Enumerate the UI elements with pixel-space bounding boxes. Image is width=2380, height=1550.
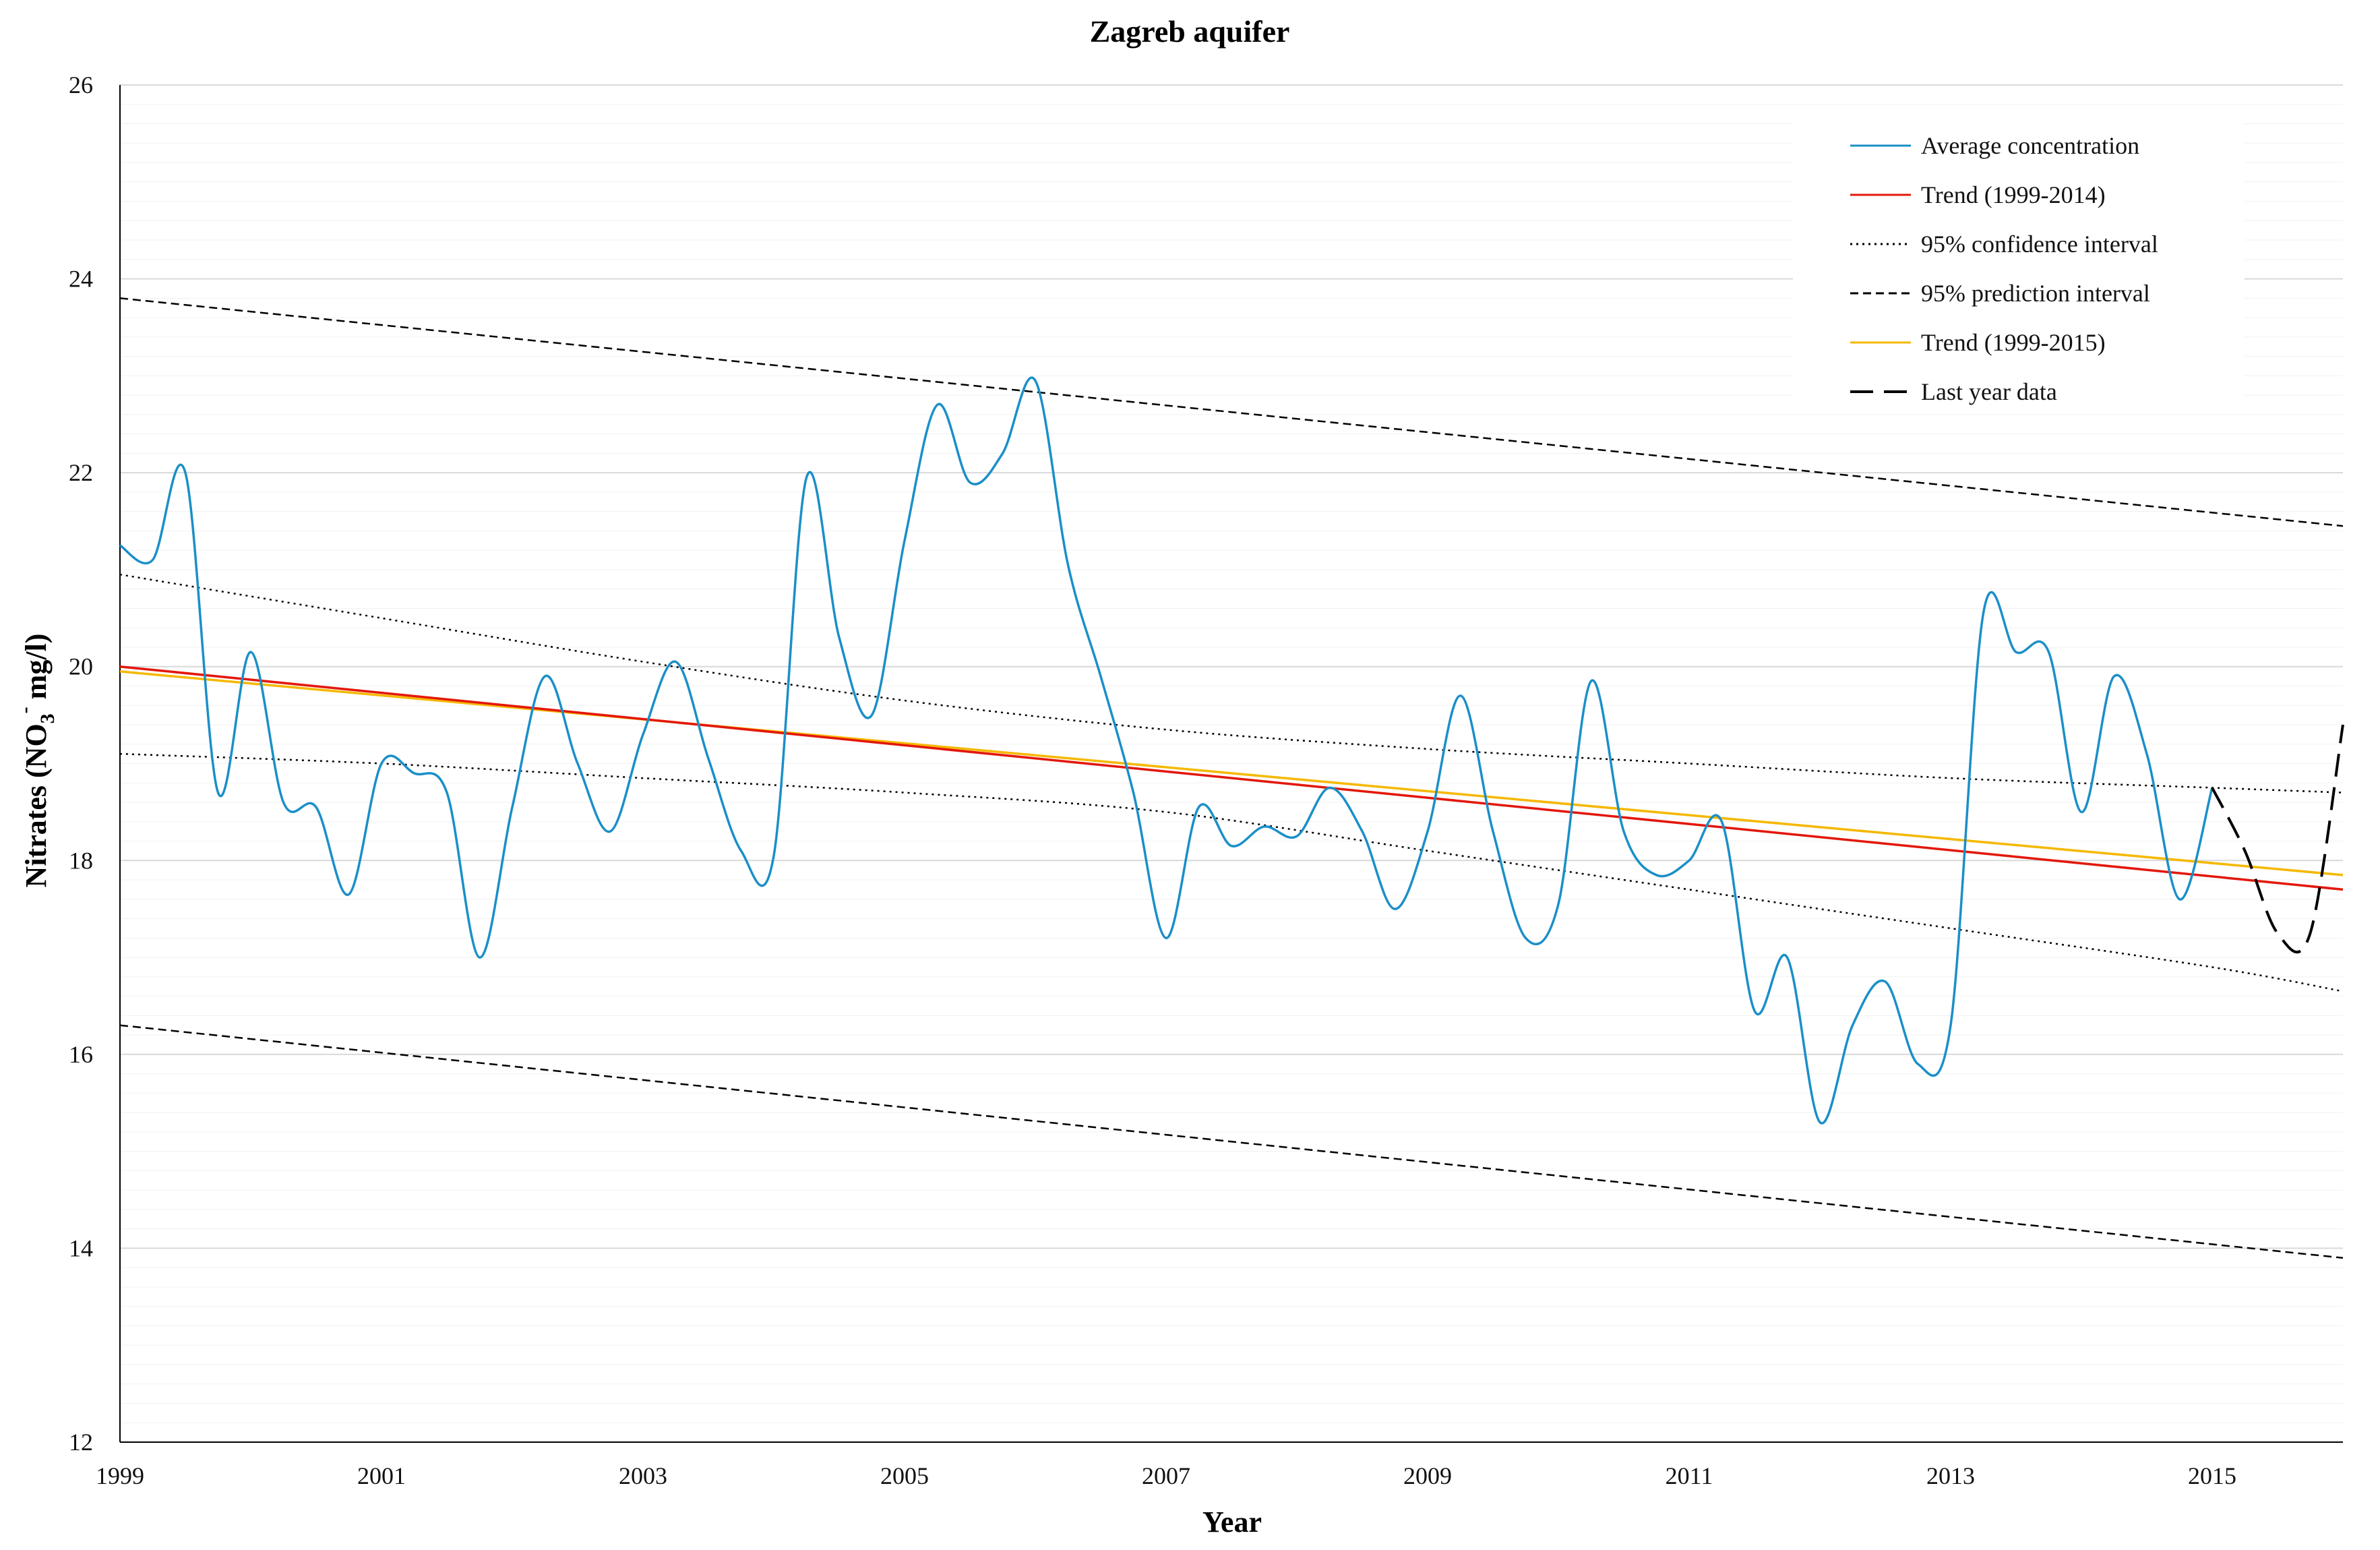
x-tick-label: 2001 bbox=[357, 1462, 406, 1489]
legend-label-average-concentration: Average concentration bbox=[1921, 132, 2139, 159]
y-axis-title-sub: 3 bbox=[36, 713, 59, 723]
axes bbox=[119, 85, 2343, 1443]
series-95-prediction-interval-lower bbox=[119, 1024, 2344, 1259]
y-tick-label: 12 bbox=[69, 1429, 93, 1456]
legend-box bbox=[1793, 121, 2245, 405]
x-tick-label: 2011 bbox=[1666, 1462, 1713, 1489]
legend-label-last-year-data: Last year data bbox=[1921, 378, 2057, 405]
y-tick-label: 18 bbox=[69, 847, 93, 874]
x-tick-label: 2009 bbox=[1403, 1462, 1452, 1489]
series bbox=[119, 297, 2344, 1259]
y-tick-label: 16 bbox=[69, 1041, 93, 1068]
y-tick-label: 26 bbox=[69, 71, 93, 98]
x-tick-label: 2005 bbox=[880, 1462, 929, 1489]
y-tick-label: 14 bbox=[69, 1234, 93, 1261]
y-tick-label: 20 bbox=[69, 653, 93, 680]
series-95-confidence-interval-upper bbox=[119, 573, 2344, 794]
series-95-confidence-interval-lower bbox=[119, 752, 2344, 992]
y-axis-title-tail: mg/l) bbox=[20, 634, 53, 707]
legend-label-95-confidence-interval: 95% confidence interval bbox=[1921, 231, 2158, 258]
x-tick-label: 2015 bbox=[2188, 1462, 2236, 1489]
y-axis-title-sup: - bbox=[13, 707, 36, 713]
y-tick-label: 24 bbox=[69, 266, 93, 293]
y-axis-title: Nitrates (NO3- mg/l) bbox=[13, 634, 59, 888]
x-axis-title: Year bbox=[1202, 1506, 1262, 1539]
series-trend-1999-2014 bbox=[119, 665, 2344, 891]
series-last-year-data bbox=[2211, 724, 2344, 954]
series-trend-1999-2015 bbox=[119, 670, 2344, 876]
legend-label-95-prediction-interval: 95% prediction interval bbox=[1921, 280, 2150, 307]
x-tick-label: 2013 bbox=[1926, 1462, 1975, 1489]
y-tick-label: 22 bbox=[69, 459, 93, 486]
series-95-prediction-interval-upper bbox=[119, 297, 2344, 527]
x-tick-label: 2003 bbox=[619, 1462, 667, 1489]
series-average-concentration bbox=[119, 376, 2214, 1125]
x-tick-label: 1999 bbox=[96, 1462, 144, 1489]
x-tick-label: 2007 bbox=[1142, 1462, 1190, 1489]
legend-label-trend-1999-2014: Trend (1999-2014) bbox=[1921, 181, 2106, 208]
chart-title: Zagreb aquifer bbox=[1090, 14, 1290, 49]
legend: Average concentration Trend (1999-2014) 95… bbox=[1793, 121, 2245, 405]
y-axis-title-main: Nitrates (NO bbox=[20, 723, 53, 887]
legend-label-trend-1999-2015: Trend (1999-2015) bbox=[1921, 329, 2106, 356]
tick-labels: 12 14 16 18 20 22 24 26 1999 2001 2003 2005 2007 2009… bbox=[69, 71, 2236, 1489]
